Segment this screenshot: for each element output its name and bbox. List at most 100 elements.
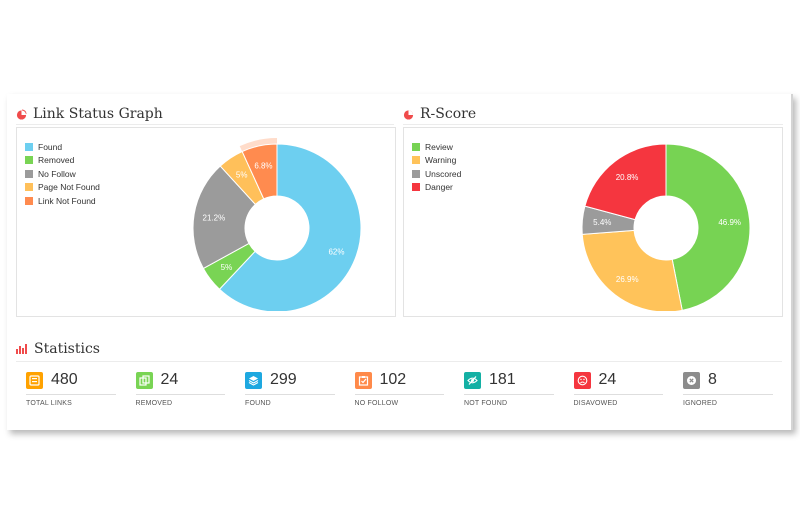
slice-data-label: 62%	[328, 248, 344, 257]
pie-slice-danger[interactable]	[584, 143, 667, 221]
removed-icon	[135, 371, 153, 389]
ignored-icon	[683, 371, 700, 389]
r-score-chart-box: Review Warning Unscored Danger 46.9% 26.9% 5.…	[403, 127, 783, 317]
legend-item[interactable]: Warning	[412, 154, 461, 168]
r-score-legend: Review Warning Unscored Danger	[412, 140, 461, 194]
stat-row: 299	[237, 370, 347, 390]
link-status-legend: Found Removed No Follow Page Not Found Link …	[25, 140, 100, 208]
pie-slice-warning[interactable]	[581, 229, 683, 311]
disavowed-icon	[573, 371, 591, 389]
stat-row: 480	[18, 370, 128, 390]
stat-value: 8	[708, 371, 717, 388]
legend-swatch	[412, 156, 420, 165]
stat-not-found[interactable]: 181 NOT FOUND	[456, 370, 566, 415]
slice-data-label: 20.8%	[616, 173, 639, 182]
slice-data-label: 5%	[236, 171, 248, 180]
stat-row: 102	[347, 370, 457, 390]
slice-highlight	[239, 138, 277, 152]
stat-value: 181	[489, 371, 516, 388]
r-score-title-text: R-Score	[420, 106, 477, 122]
stat-row: 8	[675, 370, 785, 390]
legend-item[interactable]: Link Not Found	[25, 194, 100, 208]
slice-data-label: 26.9%	[616, 275, 639, 284]
slice-data-label: 5.4%	[593, 218, 611, 227]
legend-item[interactable]: Danger	[412, 181, 461, 195]
stat-label: NOT FOUND	[464, 400, 508, 407]
pie-slice-no-follow[interactable]	[192, 165, 257, 270]
legend-swatch	[25, 142, 33, 151]
pie-slice-found[interactable]	[218, 143, 362, 311]
stat-value: 24	[160, 371, 179, 388]
stat-total-links[interactable]: 480 TOTAL LINKS	[18, 370, 128, 415]
slice-data-label: 46.9%	[718, 218, 741, 227]
stat-divider	[354, 394, 444, 395]
legend-label: No Follow	[38, 168, 76, 179]
stat-divider	[683, 394, 773, 395]
stat-label: REMOVED	[135, 400, 173, 407]
r-score-donut-chart: 46.9% 26.9% 5.4% 20.8%	[581, 143, 751, 311]
divider	[16, 124, 394, 125]
no-follow-icon	[354, 371, 372, 389]
stat-found[interactable]: 299 FOUND	[237, 370, 347, 415]
divider	[403, 124, 783, 125]
link-status-chart-box: Found Removed No Follow Page Not Found Link …	[16, 127, 396, 317]
stat-label: IGNORED	[683, 400, 718, 407]
stat-divider	[573, 394, 663, 395]
legend-label: Danger	[425, 182, 453, 193]
stat-removed[interactable]: 24 REMOVED	[128, 370, 238, 415]
link-status-donut-chart: 62% 5% 21.2% 5% 6.8%	[192, 138, 362, 311]
legend-item[interactable]: Unscored	[412, 167, 461, 181]
found-icon	[245, 371, 262, 389]
pie-slice-review[interactable]	[665, 143, 751, 311]
legend-swatch	[25, 183, 33, 192]
legend-item[interactable]: Found	[25, 140, 100, 154]
not-found-icon	[464, 371, 481, 389]
stat-label: TOTAL LINKS	[26, 400, 73, 407]
slice-data-label: 21.2%	[203, 214, 226, 223]
stat-value: 480	[51, 371, 78, 388]
legend-item[interactable]: Page Not Found	[25, 181, 100, 195]
legend-swatch	[25, 156, 33, 165]
stat-disavowed[interactable]: 24 DISAVOWED	[566, 370, 676, 415]
legend-item[interactable]: No Follow	[25, 167, 100, 181]
stat-label: FOUND	[245, 400, 271, 407]
legend-item[interactable]: Review	[412, 140, 461, 154]
link-status-title: Link Status Graph	[16, 106, 163, 122]
legend-label: Review	[425, 141, 453, 152]
legend-label: Link Not Found	[38, 195, 96, 206]
legend-swatch	[412, 169, 420, 178]
statistics-row: 480 TOTAL LINKS 24 REMOVED 299 FOUND 102 NO FOL…	[18, 370, 785, 415]
stat-row: 24	[128, 370, 238, 390]
stat-divider	[245, 394, 335, 395]
legend-swatch	[412, 183, 420, 192]
stat-label: DISAVOWED	[573, 400, 618, 407]
total-links-icon	[26, 371, 43, 389]
legend-swatch	[412, 142, 420, 151]
legend-label: Page Not Found	[38, 182, 100, 193]
stat-ignored[interactable]: 8 IGNORED	[675, 370, 785, 415]
legend-label: Warning	[425, 155, 457, 166]
stat-value: 299	[270, 371, 297, 388]
r-score-title: R-Score	[403, 106, 476, 122]
divider	[16, 361, 782, 362]
stat-label: NO FOLLOW	[354, 400, 399, 407]
stat-divider	[464, 394, 554, 395]
stat-divider	[26, 394, 116, 395]
pie-chart-icon	[16, 108, 27, 120]
bar-chart-icon	[16, 344, 27, 354]
statistics-title-text: Statistics	[34, 341, 100, 357]
pie-chart-icon	[403, 109, 414, 120]
legend-item[interactable]: Removed	[25, 154, 100, 168]
stat-row: 24	[566, 370, 676, 390]
stat-no-follow[interactable]: 102 NO FOLLOW	[347, 370, 457, 415]
stat-value: 24	[598, 371, 617, 388]
legend-swatch	[25, 196, 33, 205]
legend-label: Removed	[38, 155, 75, 166]
stat-value: 102	[379, 371, 407, 388]
statistics-title: Statistics	[16, 341, 100, 357]
legend-label: Found	[38, 141, 63, 152]
link-status-title-text: Link Status Graph	[33, 106, 163, 122]
pie-slice-link-not-found[interactable]	[241, 143, 278, 200]
legend-label: Unscored	[425, 168, 462, 179]
legend-swatch	[25, 169, 33, 178]
